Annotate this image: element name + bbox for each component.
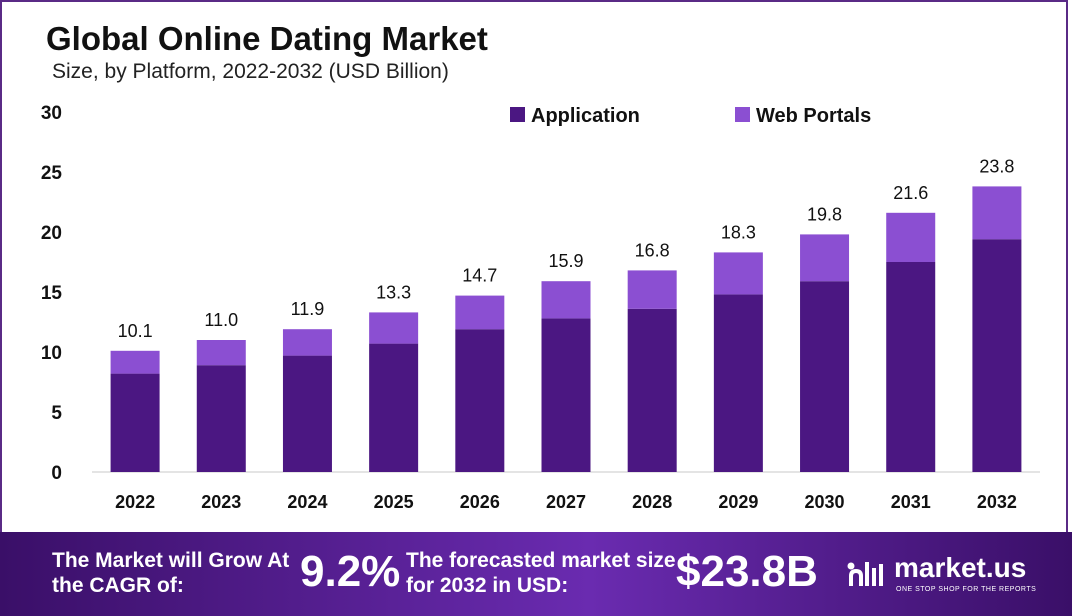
bar-application-2023 [196,365,246,472]
total-label-2028: 16.8 [635,240,670,260]
bar-web-portals-2025 [369,312,419,344]
market-size-value: $23.8B [676,547,818,596]
bar-application-2025 [369,343,419,472]
bar-web-portals-2029 [713,252,763,295]
bar-application-2027 [541,318,591,472]
total-label-2022: 10.1 [118,321,153,341]
bar-application-2032 [972,239,1022,472]
bars [110,186,1022,472]
total-label-2027: 15.9 [548,251,583,271]
total-label-2030: 19.8 [807,204,842,224]
bar-application-2026 [455,329,505,472]
x-tick-label: 2030 [805,492,845,512]
x-tick-label: 2027 [546,492,586,512]
legend-label: Application [531,105,640,127]
bar-application-2031 [886,262,936,472]
cagr-value: 9.2% [300,547,401,596]
x-tick-label: 2023 [201,492,241,512]
cagr-label: The Market will Grow At the CAGR of: [52,549,290,597]
x-axis: 2022 2023 2024 2025 2026 2027 2028 2029 2030 2031… [115,492,1017,512]
total-label-2023: 11.0 [204,310,238,330]
market-us-logo-icon [847,562,883,586]
x-tick-label: 2024 [287,492,327,512]
y-tick-label: 5 [51,403,62,424]
x-tick-label: 2022 [115,492,155,512]
bar-web-portals-2031 [886,212,936,262]
total-labels: 10.1 11.0 11.9 13.3 14.7 15.9 16.8 18.3 19.8 21.6… [118,156,1015,340]
logo-tagline: ONE STOP SHOP FOR THE REPORTS [896,586,1037,593]
x-tick-label: 2032 [977,492,1017,512]
y-tick-label: 25 [41,163,63,184]
bar-application-2029 [713,294,763,472]
bar-application-2030 [800,281,850,472]
total-label-2029: 18.3 [721,222,756,242]
total-label-2026: 14.7 [462,266,497,286]
legend-swatch-application [510,107,525,122]
total-label-2025: 13.3 [376,282,411,302]
bar-application-2022 [110,373,160,472]
total-label-2032: 23.8 [979,156,1014,176]
x-tick-label: 2029 [718,492,758,512]
x-tick-label: 2031 [891,492,931,512]
bar-web-portals-2026 [455,295,505,330]
bar-web-portals-2030 [800,234,850,282]
legend: Application Web Portals [510,105,871,127]
y-tick-label: 20 [41,223,62,244]
bar-web-portals-2022 [110,350,160,374]
market-size-label: The forecasted market size for 2032 in U… [406,549,676,597]
y-tick-label: 30 [41,103,62,124]
y-tick-label: 0 [51,463,62,484]
x-tick-label: 2028 [632,492,672,512]
legend-swatch-web-portals [735,107,750,122]
x-tick-label: 2026 [460,492,500,512]
market-us-logo: market.us ONE STOP SHOP FOR THE REPORTS [846,552,1046,602]
chart-subtitle: Size, by Platform, 2022-2032 (USD Billio… [52,60,449,83]
chart-title: Global Online Dating Market [46,20,488,57]
bar-web-portals-2028 [627,270,677,309]
legend-label: Web Portals [756,105,871,127]
total-label-2031: 21.6 [893,183,928,203]
bar-web-portals-2024 [282,329,332,356]
bar-application-2024 [282,355,332,472]
y-tick-label: 10 [41,343,62,364]
y-tick-label: 15 [41,283,63,304]
bar-application-2028 [627,308,677,472]
bar-web-portals-2032 [972,186,1022,240]
x-tick-label: 2025 [374,492,414,512]
logo-text: market.us [894,552,1027,583]
total-label-2024: 11.9 [291,299,325,319]
bar-web-portals-2027 [541,281,591,319]
footer-banner: The Market will Grow At the CAGR of: 9.2… [0,532,1072,616]
bar-web-portals-2023 [196,340,246,366]
